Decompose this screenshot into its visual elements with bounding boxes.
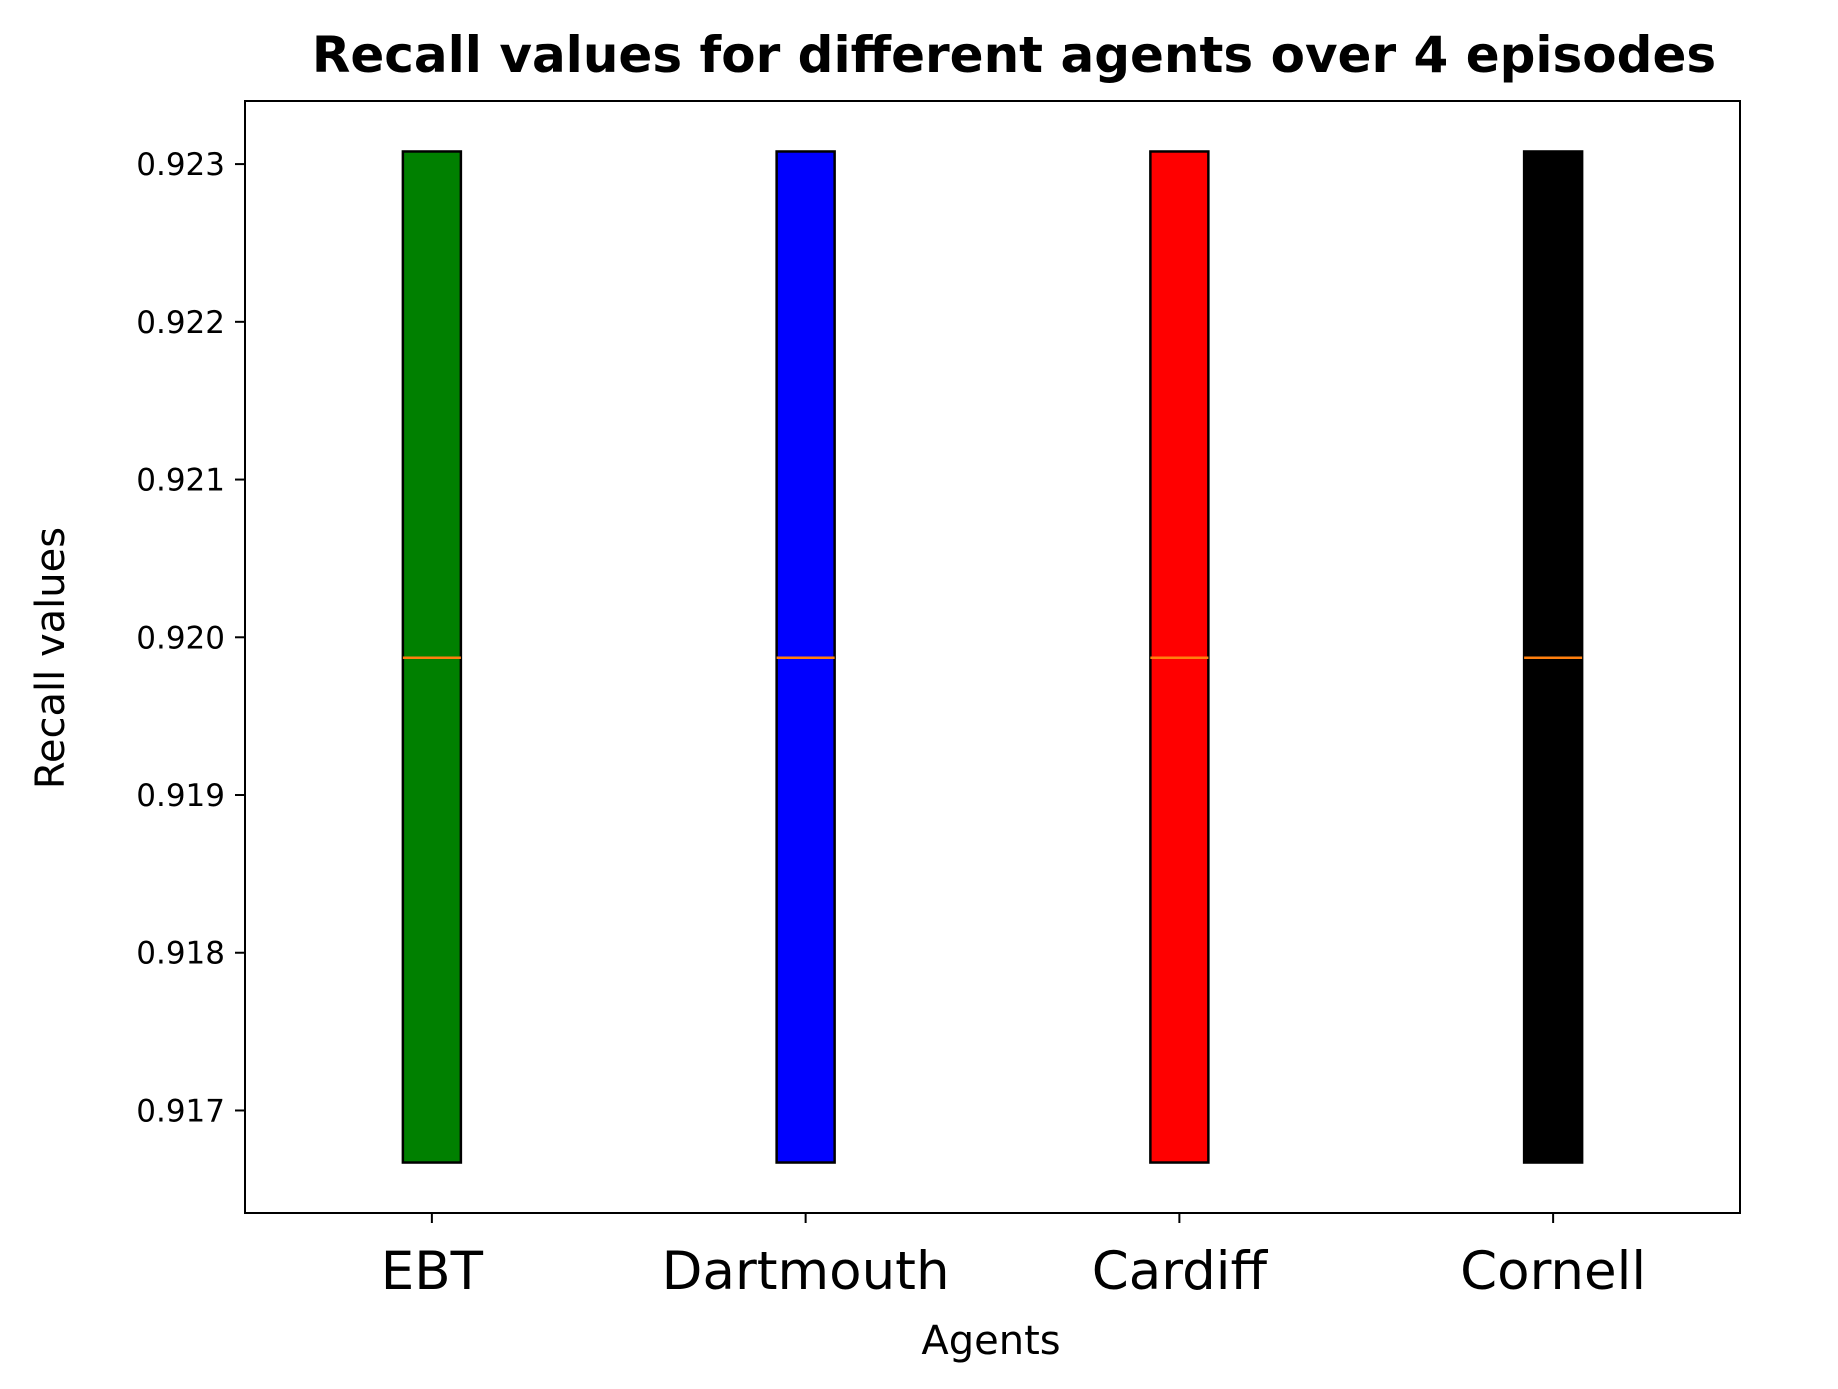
y-tick-label: 0.919 <box>136 778 225 814</box>
x-tick-label: Dartmouth <box>662 1241 950 1302</box>
y-tick-label: 0.918 <box>136 936 225 972</box>
x-tick-label: Cornell <box>1460 1241 1646 1302</box>
y-tick-label: 0.920 <box>136 620 225 656</box>
plot-area: 0.917 0.918 0.919 0.920 0.921 0.922 0.923 EBT Da… <box>136 100 1741 1302</box>
y-tick-label: 0.922 <box>136 305 225 341</box>
y-tick-label: 0.923 <box>136 147 225 183</box>
axes-frame <box>244 100 1741 1214</box>
y-tick-label: 0.921 <box>136 463 225 499</box>
x-tick-label: Cardiff <box>1092 1241 1269 1302</box>
y-axis-label: Recall values <box>28 527 74 789</box>
y-tick-label: 0.917 <box>136 1093 225 1129</box>
chart-title: Recall values for different agents over … <box>312 26 1716 84</box>
x-axis-label: Agents <box>921 1318 1060 1364</box>
x-tick-label: EBT <box>381 1241 484 1302</box>
